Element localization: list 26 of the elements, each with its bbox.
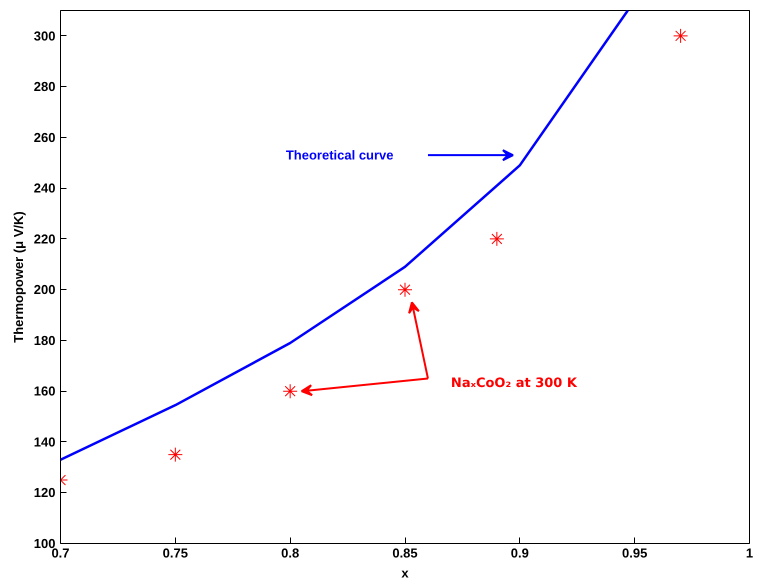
x-tick-label: 0.75 [162, 546, 188, 560]
x-tick-label: 0.9 [510, 546, 529, 560]
x-tick-label: 0.95 [622, 546, 648, 560]
y-tick-label: 180 [34, 332, 56, 348]
y-axis-title: Thermopower (μ V/K) [10, 211, 26, 343]
annotation: Theoretical curve [286, 148, 394, 163]
point [673, 28, 688, 44]
point [282, 384, 298, 399]
x-axis-title: x [401, 566, 410, 580]
point [489, 231, 504, 246]
x-tick-label: 0.8 [281, 546, 300, 560]
annotation: NaₓCoO₂ at 300 K [450, 376, 578, 392]
y-tick-label: 160 [34, 384, 56, 399]
y-tick-label: 220 [34, 231, 56, 246]
y-tick-label: 120 [34, 485, 56, 500]
point [168, 447, 183, 462]
point [398, 282, 412, 298]
line-series [60, 10, 630, 461]
y-tick-label: 260 [34, 130, 56, 145]
y-tick-label: 240 [34, 180, 56, 196]
x-tick-label: 0.85 [392, 546, 418, 560]
y-tick-label: 300 [34, 28, 56, 44]
y-tick-label: 200 [34, 282, 56, 298]
y-tick-label: 140 [34, 434, 56, 450]
y-tick-label: 280 [34, 79, 56, 94]
x-tick-label: 1 [746, 546, 754, 560]
